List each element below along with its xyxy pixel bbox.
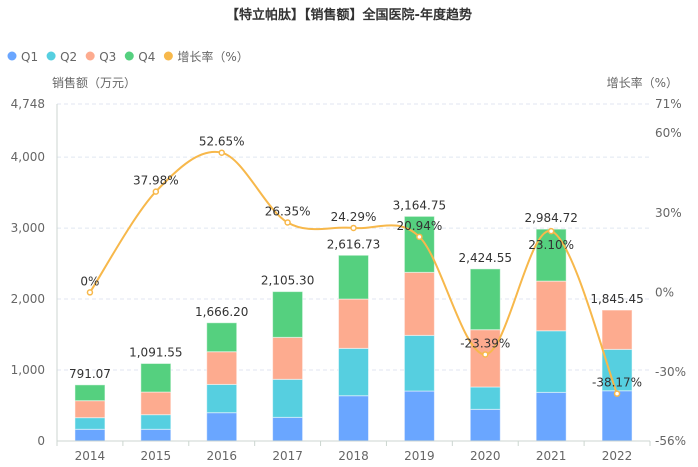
bar-segment-q4[interactable] xyxy=(74,384,106,402)
bar-total-label: 2,616.73 xyxy=(327,237,380,251)
x-tick-label: 2016 xyxy=(206,449,237,463)
growth-rate-label: -38.17% xyxy=(592,376,642,390)
x-tick-label: 2015 xyxy=(141,449,172,463)
growth-rate-point[interactable] xyxy=(613,390,621,397)
legend-item[interactable]: Q3 xyxy=(99,50,116,64)
bar-segment-q3[interactable] xyxy=(206,351,238,385)
legend-marker xyxy=(85,51,95,61)
y2-axis-title: 增长率（%） xyxy=(607,75,678,90)
y-tick-label: 0 xyxy=(37,434,45,448)
bar-segment-q2[interactable] xyxy=(206,383,238,414)
bar-segment-q1[interactable] xyxy=(469,408,501,442)
legend: Q1 Q2 Q3 Q4 增长率（%） xyxy=(7,49,249,64)
chart-title: 【特立帕肽】【销售额】全国医院-年度趋势 xyxy=(226,7,472,23)
bar-segment-q4[interactable] xyxy=(469,268,501,331)
growth-rate-point[interactable] xyxy=(86,289,94,296)
bar-total-label: 3,164.75 xyxy=(393,198,446,212)
bar-segment-q3[interactable] xyxy=(140,391,172,416)
x-tick-label: 2019 xyxy=(404,449,435,463)
bar-segment-q1[interactable] xyxy=(206,412,238,442)
growth-rate-point[interactable] xyxy=(284,219,291,226)
bar-segment-q1[interactable] xyxy=(403,390,435,442)
bar-segment-q3[interactable] xyxy=(469,329,501,388)
y-tick-label: 2,000 xyxy=(11,292,45,306)
bar-segment-q2[interactable] xyxy=(74,417,106,430)
x-tick-label: 2021 xyxy=(536,449,567,463)
growth-rate-line xyxy=(89,150,618,395)
y2-tick-label: 30% xyxy=(655,206,682,220)
growth-rate-label: 52.65% xyxy=(199,135,245,149)
bar-segment-q3[interactable] xyxy=(74,400,106,419)
bar-segment-q3[interactable] xyxy=(601,309,633,350)
bar-total-label: 2,424.55 xyxy=(459,251,512,265)
x-tick-label: 2014 xyxy=(75,449,106,463)
bar-segment-q3[interactable] xyxy=(535,280,567,332)
legend-marker xyxy=(7,51,17,61)
bar-total-label: 1,666.20 xyxy=(195,305,248,319)
legend-marker xyxy=(46,51,56,61)
bar-total-label: 2,984.72 xyxy=(524,211,577,225)
legend-marker xyxy=(163,51,173,61)
bar-segment-q4[interactable] xyxy=(338,254,369,300)
bar-segment-q3[interactable] xyxy=(338,298,369,349)
growth-rate-point[interactable] xyxy=(152,188,160,195)
bar-segment-q1[interactable] xyxy=(140,428,172,442)
bar-total-label: 2,105.30 xyxy=(261,274,314,288)
bar-segment-q1[interactable] xyxy=(74,428,106,442)
growth-rate-point[interactable] xyxy=(416,233,423,241)
bar-segment-q4[interactable] xyxy=(403,215,435,273)
y2-tick-label: 60% xyxy=(655,126,682,140)
bar-segment-q2[interactable] xyxy=(140,414,172,430)
bar-segment-q2[interactable] xyxy=(272,378,304,418)
legend-item[interactable]: 增长率（%） xyxy=(177,49,248,64)
growth-rate-label: 26.35% xyxy=(265,204,311,218)
y-axis-title: 销售额（万元） xyxy=(52,75,136,90)
y2-tick-label: 0% xyxy=(655,285,674,299)
bar-total-label: 1,091.55 xyxy=(129,345,182,359)
legend-item[interactable]: Q2 xyxy=(60,50,77,64)
y-tick-label: 4,000 xyxy=(11,150,45,164)
x-tick-label: 2018 xyxy=(338,449,369,463)
growth-rate-label: 20.94% xyxy=(397,219,443,233)
growth-rate-label: 24.29% xyxy=(331,210,377,224)
growth-rate-point[interactable] xyxy=(482,351,489,358)
bar-total-label: 791.07 xyxy=(69,367,111,381)
growth-rate-label: 37.98% xyxy=(133,174,179,188)
x-tick-label: 2022 xyxy=(602,449,633,463)
growth-rate-label: -23.39% xyxy=(460,336,510,350)
bar-segment-q1[interactable] xyxy=(272,416,304,442)
growth-rate-label: 0% xyxy=(80,274,99,288)
bar-segment-q1[interactable] xyxy=(535,391,567,442)
legend-marker xyxy=(124,51,134,61)
bar-segment-q2[interactable] xyxy=(535,330,567,393)
x-tick-label: 2020 xyxy=(470,449,501,463)
bar-segment-q4[interactable] xyxy=(206,322,238,353)
growth-rate-label: 23.10% xyxy=(528,238,574,252)
bar-segment-q1[interactable] xyxy=(601,390,633,442)
bar-segment-q2[interactable] xyxy=(469,386,501,410)
y2-tick-label: -30% xyxy=(655,365,686,379)
y-tick-label: 1,000 xyxy=(11,363,45,377)
bar-segment-q4[interactable] xyxy=(140,362,172,393)
growth-rate-point[interactable] xyxy=(547,227,555,235)
y-tick-label: 3,000 xyxy=(11,221,45,235)
y2-tick-label: 71% xyxy=(655,97,682,111)
bar-segment-q3[interactable] xyxy=(272,336,304,380)
y-tick-label: 4,748 xyxy=(11,97,45,111)
legend-item[interactable]: Q1 xyxy=(21,50,38,64)
bar-segment-q2[interactable] xyxy=(338,347,369,397)
bar-segment-q1[interactable] xyxy=(338,395,369,442)
bar-total-label: 1,845.45 xyxy=(590,292,643,306)
growth-rate-point[interactable] xyxy=(350,224,357,232)
growth-rate-point[interactable] xyxy=(218,149,225,156)
y2-tick-label: -56% xyxy=(655,434,686,448)
bar-segment-q4[interactable] xyxy=(272,291,304,338)
bar-segment-q2[interactable] xyxy=(403,334,435,392)
bar-segment-q3[interactable] xyxy=(403,271,435,336)
x-tick-label: 2017 xyxy=(272,449,303,463)
legend-item[interactable]: Q4 xyxy=(138,50,155,64)
